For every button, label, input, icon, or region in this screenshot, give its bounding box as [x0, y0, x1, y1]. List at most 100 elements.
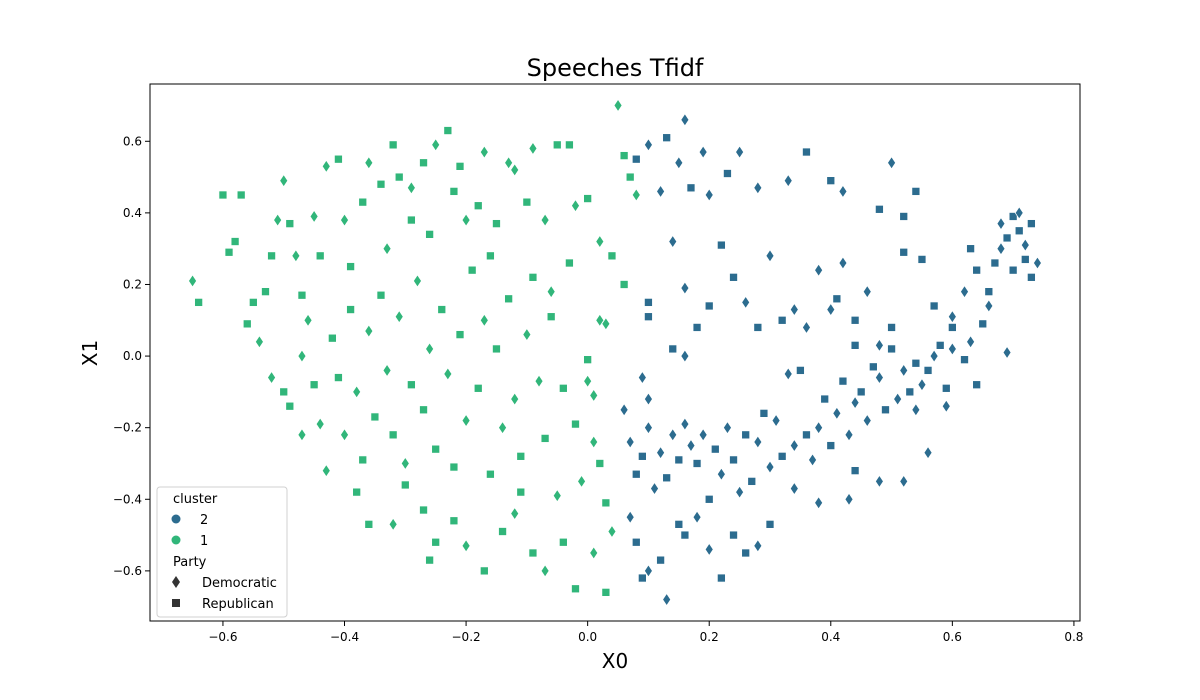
data-point-republican — [601, 498, 611, 508]
data-point-democratic — [850, 395, 860, 410]
data-point-republican — [473, 201, 483, 211]
data-point-republican — [516, 487, 526, 497]
data-point-republican — [455, 161, 465, 171]
data-point-democratic — [844, 492, 854, 506]
data-point-democratic — [340, 428, 349, 442]
data-point-republican — [449, 462, 459, 472]
data-point-democratic — [510, 392, 520, 406]
data-point-republican — [522, 197, 532, 207]
data-point-republican — [826, 441, 836, 450]
legend-label-cluster-2: 2 — [200, 513, 208, 528]
data-point-democratic — [668, 234, 678, 249]
x-axis: −0.6 −0.4 −0.2 0.0 0.2 0.4 0.6 0.8 — [208, 621, 1083, 644]
data-point-republican — [899, 247, 909, 257]
data-point-democratic — [929, 349, 939, 363]
data-point-republican — [972, 265, 982, 275]
y-tick-label: −0.4 — [113, 492, 142, 506]
data-point-democratic — [625, 435, 635, 449]
data-point-democratic — [254, 335, 264, 349]
data-point-republican — [236, 190, 246, 200]
data-point-democratic — [838, 256, 848, 270]
data-point-democratic — [783, 367, 793, 381]
data-point-republican — [704, 301, 714, 311]
data-point-democratic — [309, 209, 319, 224]
data-point-democratic — [637, 370, 647, 385]
data-point-democratic — [680, 281, 690, 295]
data-point-democratic — [510, 163, 520, 177]
data-point-democratic — [267, 370, 276, 385]
data-point-republican — [516, 451, 526, 461]
x-tick-label: −0.6 — [208, 630, 237, 644]
data-point-democratic — [406, 181, 416, 195]
data-point-democratic — [382, 242, 392, 256]
data-point-democratic — [753, 435, 763, 449]
data-point-republican — [358, 455, 368, 465]
data-point-democratic — [923, 446, 933, 460]
data-point-republican — [431, 537, 441, 547]
data-point-democratic — [686, 438, 696, 453]
data-point-republican — [723, 169, 732, 178]
data-point-republican — [686, 183, 696, 193]
data-point-republican — [826, 176, 836, 186]
data-point-democratic — [315, 417, 325, 431]
y-tick-label: 0.4 — [123, 206, 142, 220]
data-point-republican — [1014, 226, 1024, 236]
data-point-republican — [838, 376, 848, 386]
data-point-republican — [777, 451, 787, 461]
data-point-democratic — [941, 399, 951, 413]
data-point-democratic — [1014, 206, 1024, 220]
data-point-democratic — [394, 310, 404, 324]
data-point-democratic — [577, 474, 586, 489]
data-point-republican — [607, 251, 617, 261]
data-point-republican — [905, 387, 915, 397]
data-point-democratic — [947, 342, 957, 356]
data-point-republican — [662, 473, 672, 483]
data-point-republican — [431, 444, 441, 454]
data-point-democratic — [960, 285, 969, 299]
data-point-democratic — [364, 324, 374, 338]
data-point-republican — [407, 215, 416, 225]
data-point-democratic — [188, 274, 197, 288]
data-point-republican — [242, 319, 252, 329]
data-point-democratic — [540, 213, 550, 227]
data-point-republican — [419, 405, 428, 415]
data-point-democratic — [899, 474, 909, 489]
data-point-democratic — [753, 539, 763, 553]
data-point-republican — [425, 555, 434, 565]
data-point-democratic — [947, 310, 957, 324]
data-point-democratic — [832, 406, 842, 420]
data-point-republican — [504, 294, 513, 304]
data-point-republican — [917, 255, 927, 264]
data-point-democratic — [297, 349, 307, 363]
data-point-republican — [820, 394, 830, 404]
data-point-democratic — [644, 138, 653, 152]
data-point-republican — [479, 566, 489, 576]
data-point-democratic — [589, 546, 599, 560]
data-point-republican — [315, 251, 325, 261]
data-point-republican — [558, 383, 568, 393]
data-point-democratic — [528, 141, 538, 156]
data-point-democratic — [321, 159, 331, 173]
data-point-democratic — [425, 342, 435, 356]
data-point-democratic — [607, 524, 617, 539]
data-point-republican — [218, 190, 228, 200]
data-point-republican — [692, 459, 702, 468]
data-point-republican — [710, 444, 720, 454]
data-point-republican — [674, 519, 684, 529]
data-point-republican — [571, 419, 580, 429]
data-point-democratic — [364, 156, 374, 170]
data-point-republican — [717, 573, 726, 583]
data-point-democratic — [443, 367, 453, 381]
data-point-republican — [334, 373, 343, 382]
data-point-democratic — [510, 506, 520, 521]
legend-marker-republican — [172, 599, 180, 607]
data-point-republican — [929, 301, 939, 311]
data-point-republican — [546, 312, 556, 322]
data-point-democratic — [613, 98, 623, 113]
legend-marker-democratic — [172, 576, 180, 588]
data-point-republican — [1008, 212, 1018, 221]
data-point-republican — [729, 455, 738, 465]
data-point-republican — [558, 537, 568, 547]
